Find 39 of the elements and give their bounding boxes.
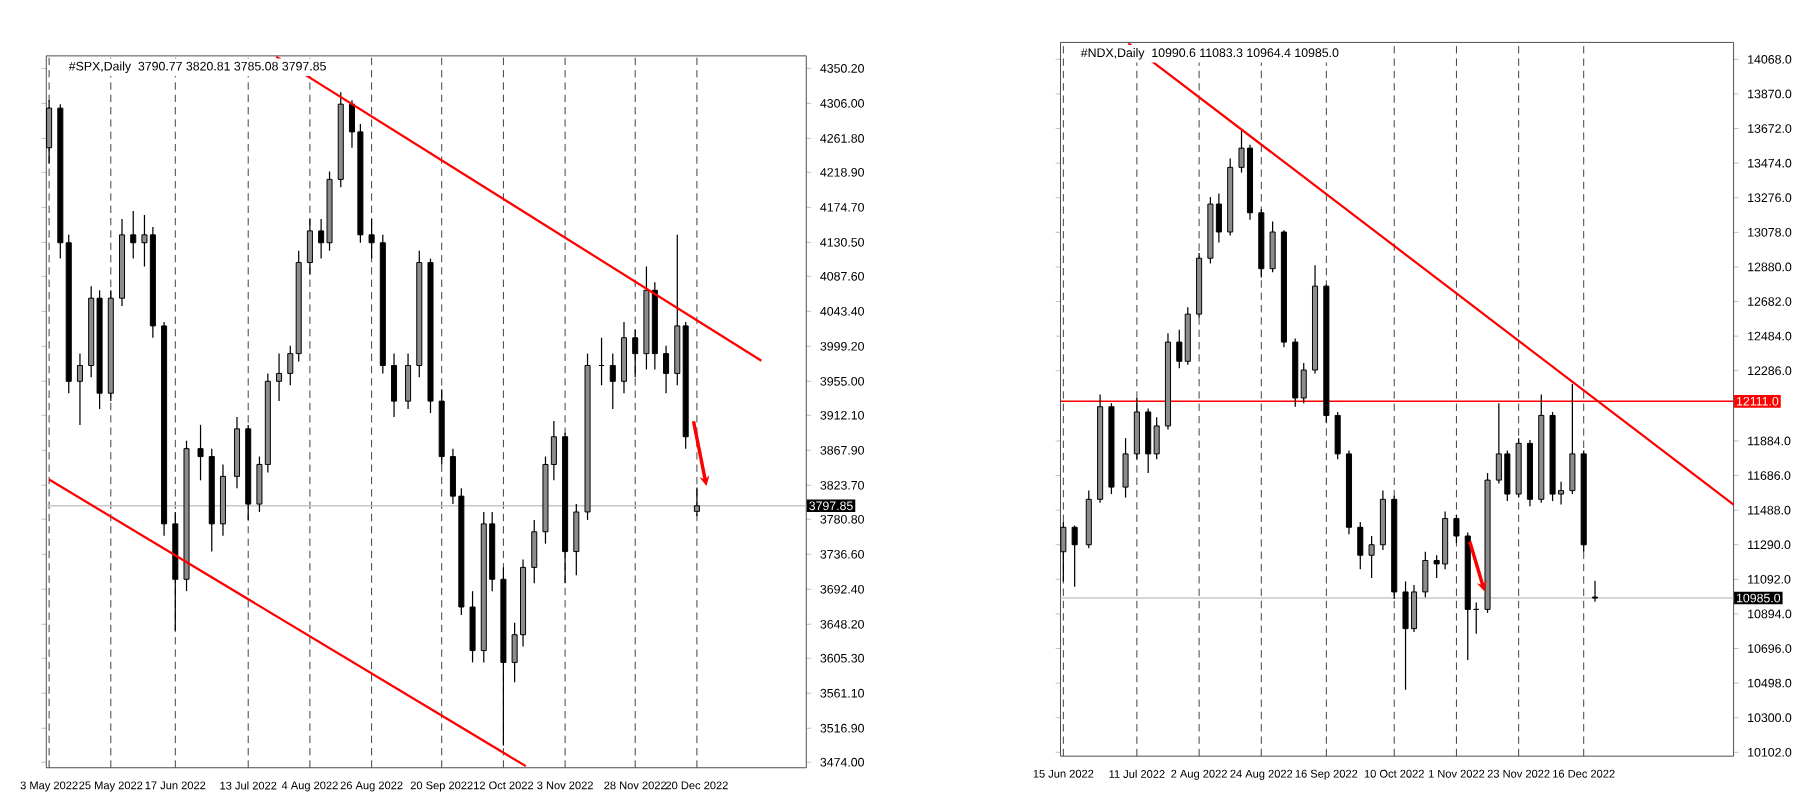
candlestick	[1153, 416, 1160, 460]
candlestick	[233, 416, 241, 490]
candlestick	[1591, 580, 1599, 603]
candlestick	[531, 519, 538, 585]
candlestick	[693, 487, 700, 517]
candlestick	[1379, 490, 1386, 551]
candlestick	[1410, 584, 1418, 633]
candlestick	[1368, 535, 1375, 579]
candlestick	[632, 329, 639, 379]
candlestick	[1357, 521, 1364, 570]
candlestick	[469, 590, 476, 664]
candlestick	[276, 353, 283, 402]
candlestick	[1133, 397, 1140, 460]
candlestick	[46, 99, 53, 165]
candlestick	[663, 345, 670, 394]
candlestick	[609, 353, 616, 410]
candlestick	[1060, 521, 1067, 583]
candlestick	[197, 424, 204, 482]
candlestick	[1402, 580, 1409, 691]
candlestick	[76, 353, 83, 426]
candlestick	[1422, 551, 1429, 598]
candlestick	[573, 503, 580, 577]
candlestick	[368, 218, 375, 260]
candlestick	[306, 218, 313, 276]
candlestick	[620, 321, 628, 394]
candlestick	[1122, 437, 1129, 499]
candlestick	[1453, 514, 1460, 544]
candlestick	[1184, 306, 1191, 366]
candlestick	[1085, 490, 1092, 550]
candlestick	[1269, 221, 1276, 273]
candlestick	[1145, 408, 1152, 474]
candlestick	[1071, 525, 1078, 588]
candlestick	[1504, 449, 1511, 502]
candlestick	[391, 353, 398, 418]
candlestick	[130, 210, 137, 260]
candlestick	[1334, 411, 1341, 460]
candlestick	[219, 464, 226, 537]
candlestick	[1569, 383, 1576, 495]
candlestick	[405, 353, 412, 410]
